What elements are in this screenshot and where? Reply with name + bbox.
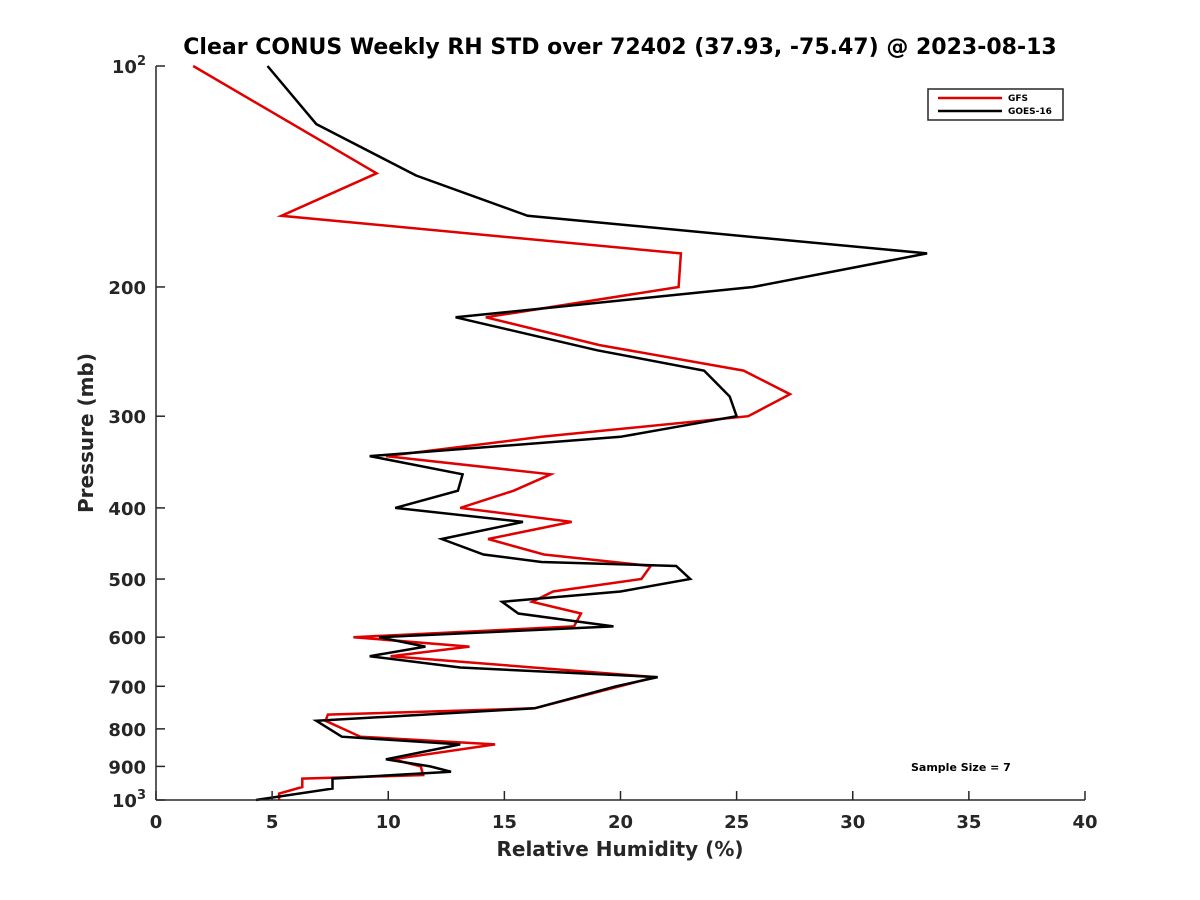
sample-size-annotation: Sample Size = 7 [911,761,1011,774]
y-tick-label: 500 [108,570,146,591]
x-tick-label: 0 [150,812,163,833]
y-tick-label: 103 [112,788,146,812]
x-tick-label: 25 [724,812,749,833]
x-axis-label: Relative Humidity (%) [496,837,743,861]
series-group [192,64,928,802]
legend-label-gfs: GFS [1008,94,1028,104]
series-line-goes16 [255,65,928,802]
x-tick-label: 5 [266,812,279,833]
y-axis-ticks: 102 200 300 400 500 600 700 800 900 103 [108,54,165,812]
y-tick-label: 102 [112,54,146,78]
y-tick-label: 600 [108,628,146,649]
legend-label-goes16: GOES-16 [1008,107,1052,117]
legend-box [927,88,1064,121]
y-axis-label: Pressure (mb) [74,353,98,513]
x-tick-label: 15 [492,812,517,833]
x-tick-label: 20 [608,812,633,833]
y-tick-label: 400 [108,499,146,520]
x-tick-label: 30 [840,812,865,833]
y-tick-label: 700 [108,677,146,698]
y-tick-label: 800 [108,720,146,741]
y-tick-label: 200 [108,278,146,299]
legend: GFS GOES-16 [927,88,1064,121]
x-tick-label: 40 [1072,812,1097,833]
x-axis-ticks: 0 5 10 15 20 25 30 35 40 [150,791,1098,833]
x-tick-label: 35 [956,812,981,833]
y-tick-label: 900 [108,757,146,778]
x-tick-label: 10 [376,812,401,833]
y-tick-label: 300 [108,407,146,428]
chart-title: Clear CONUS Weekly RH STD over 72402 (37… [183,35,1056,60]
plot-area: 0 5 10 15 20 25 30 35 40 102 200 300 400 500 600 700 80… [108,54,1097,833]
series-line-gfs [192,64,793,800]
